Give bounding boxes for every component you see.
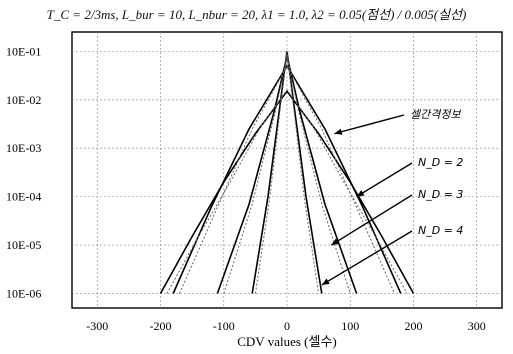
- annotation-arrow: [334, 114, 405, 135]
- annotation-arrow-head: [331, 238, 340, 246]
- annotation-arrow-head: [321, 278, 330, 285]
- x-axis-ticks: -300 -200 -100 0 100 200 300: [86, 319, 485, 333]
- annotation-label: 셀간격정보: [410, 108, 461, 121]
- y-tick-label: 10E-04: [6, 190, 41, 204]
- series-line-1: [159, 89, 415, 294]
- x-tick-label: -200: [150, 319, 172, 333]
- series-line-7: [223, 55, 351, 294]
- annotation-arrow-head: [334, 128, 343, 135]
- series-layer: [159, 51, 415, 294]
- series-line-6: [179, 64, 395, 294]
- y-tick-label: 10E-05: [6, 238, 41, 252]
- annotation-arrow: [356, 162, 413, 198]
- grid: [72, 32, 502, 308]
- y-tick-label: 10E-06: [6, 286, 41, 300]
- chart-title: T_C = 2/3ms, L_bur = 10, L_nbur = 20, λ1…: [46, 7, 467, 22]
- x-axis-label: CDV values (셀수): [237, 334, 337, 349]
- y-tick-label: 10E-01: [6, 44, 41, 58]
- annotation-label: N_D = 3: [418, 188, 463, 201]
- series-line-8: [254, 51, 320, 294]
- y-axis-ticks: 10E-01 10E-02 10E-03 10E-04 10E-05 10E-06: [6, 44, 41, 300]
- x-tick-label: 100: [341, 319, 359, 333]
- annotation-arrow: [330, 194, 413, 246]
- series-line-2: [172, 64, 402, 294]
- x-tick-label: -100: [213, 319, 235, 333]
- x-tick-label: 200: [404, 319, 422, 333]
- x-tick-label: -300: [86, 319, 108, 333]
- annotation-label: N_D = 4: [418, 224, 463, 237]
- series-line-5: [166, 89, 408, 294]
- annotations-layer: 셀간격정보 N_D = 2 N_D = 3 N_D = 4: [321, 108, 463, 286]
- annotation-label: N_D = 2: [418, 156, 463, 169]
- annotation-arrow: [321, 230, 413, 286]
- annotation-arrow-head: [356, 190, 365, 197]
- y-tick-label: 10E-03: [6, 141, 41, 155]
- y-tick-label: 10E-02: [6, 93, 41, 107]
- x-tick-label: 0: [284, 319, 290, 333]
- x-tick-label: 300: [468, 319, 486, 333]
